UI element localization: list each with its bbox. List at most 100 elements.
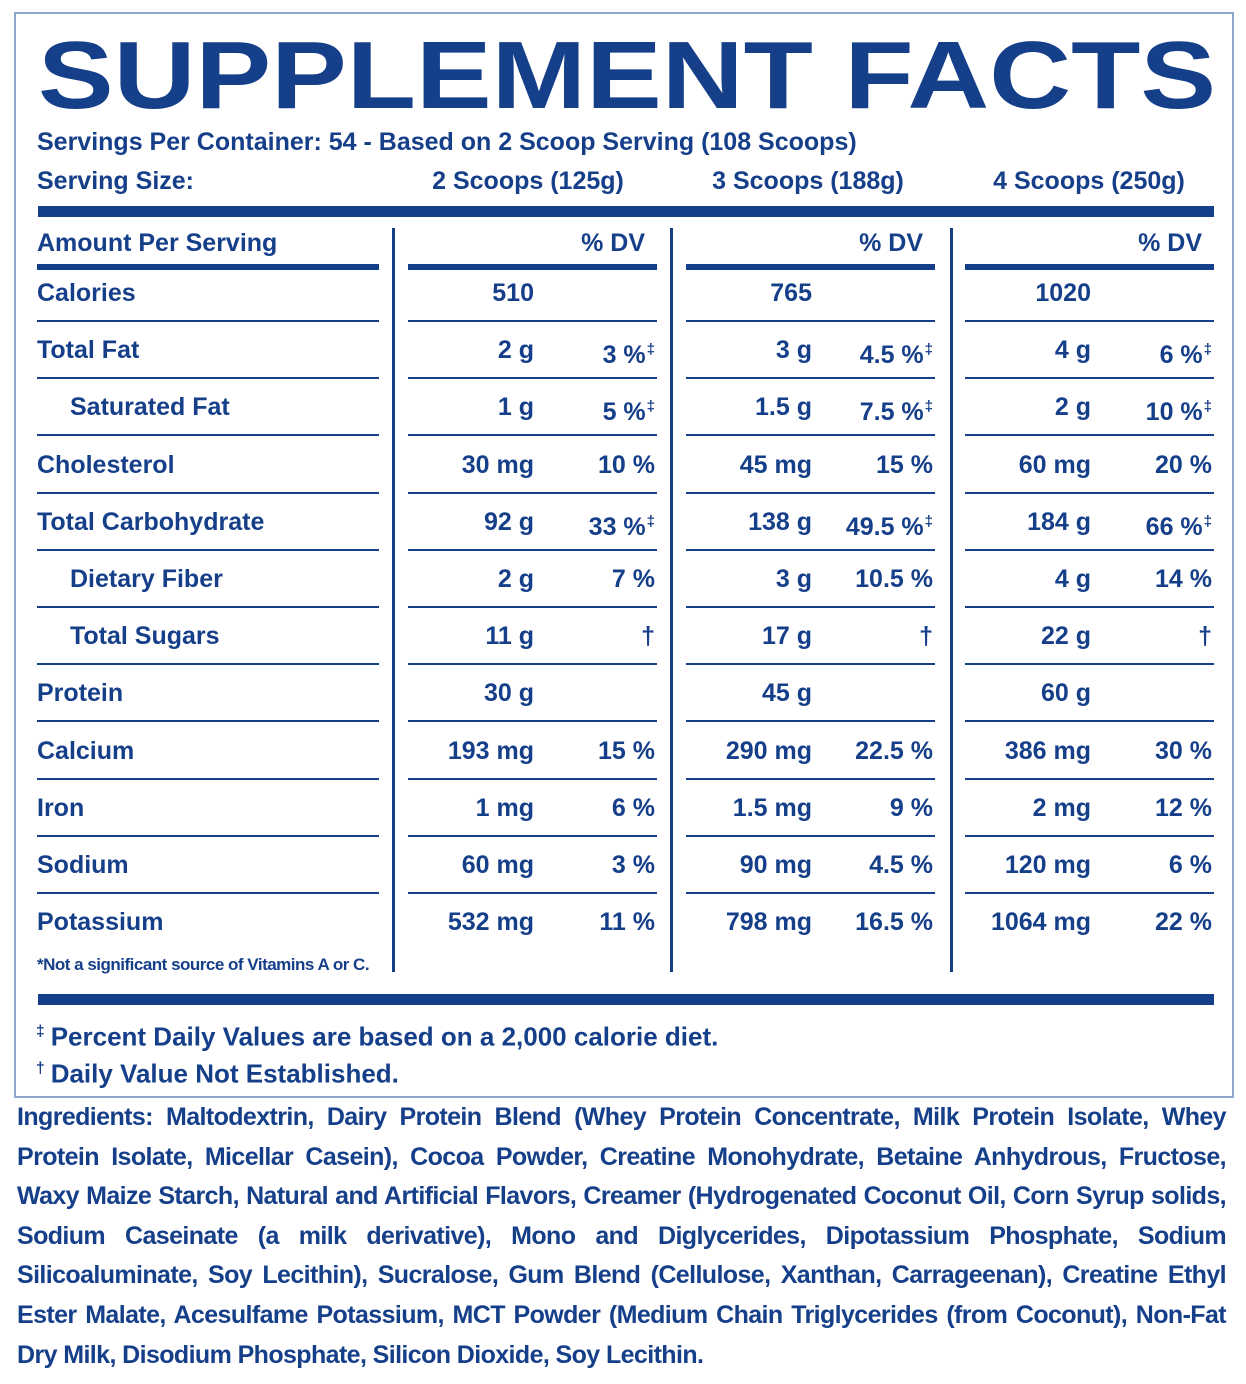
daily-value: 66 %‡ — [1145, 512, 1212, 541]
amount: 60 mg — [461, 851, 534, 879]
nutrient-name: Saturated Fat — [70, 393, 230, 422]
servings-per-container: Servings Per Container: 54 - Based on 2 … — [37, 128, 857, 156]
daily-value: 9 % — [889, 793, 933, 822]
daily-value: † — [919, 622, 933, 651]
daily-value: 16.5 % — [855, 908, 933, 937]
row-rule — [408, 777, 657, 780]
row-rule — [408, 377, 657, 380]
header-rule — [37, 264, 379, 270]
daily-value: † — [1198, 622, 1212, 651]
superscript: ‡ — [1203, 398, 1212, 416]
row-rule — [686, 720, 935, 723]
footnote-symbol: ‡ — [36, 1023, 45, 1040]
daily-value: 3 % — [611, 851, 655, 879]
daily-value: 15 % — [876, 450, 933, 479]
amount: 11 g — [485, 622, 534, 651]
thick-rule — [38, 206, 1214, 217]
daily-value: 10 % — [598, 450, 655, 479]
row-rule — [686, 606, 935, 608]
row-rule — [686, 377, 935, 380]
daily-value: 5 %‡ — [602, 398, 655, 427]
nutrient-name: Dietary Fiber — [70, 565, 223, 593]
footnote-text: Percent Daily Values are based on a 2,00… — [50, 1021, 719, 1052]
thick-rule — [38, 994, 1214, 1005]
amount: 45 g — [761, 679, 812, 708]
ingredients: Ingredients: Maltodextrin, Dairy Protein… — [17, 1098, 1227, 1375]
daily-value: 10.5 % — [855, 565, 933, 593]
row-rule — [965, 377, 1214, 380]
daily-value: 33 %‡ — [588, 512, 655, 541]
serving-size-column: 4 Scoops (250g) — [993, 167, 1185, 195]
daily-value: 22 % — [1155, 908, 1212, 937]
row-rule — [965, 320, 1214, 322]
row-rule — [37, 606, 379, 608]
ingredients-label: Ingredients: — [17, 1103, 153, 1131]
row-rule — [965, 720, 1214, 723]
nutrient-name: Calories — [37, 279, 136, 307]
amount: 2 mg — [1032, 793, 1091, 822]
daily-value: † — [641, 622, 655, 651]
serving-size-column: 2 Scoops (125g) — [432, 167, 624, 195]
amount: 4 g — [1054, 336, 1091, 365]
amount: 4 g — [1054, 565, 1091, 593]
column-divider — [950, 228, 953, 972]
daily-value: 6 %‡ — [1159, 341, 1212, 370]
daily-value: 3 %‡ — [602, 341, 655, 370]
amount: 1.5 mg — [732, 793, 812, 822]
amount: 138 g — [748, 507, 812, 536]
amount: 510 — [492, 279, 534, 307]
amount: 386 mg — [1004, 736, 1091, 765]
superscript: ‡ — [1203, 341, 1212, 359]
daily-value: 7 % — [611, 565, 655, 593]
row-rule — [408, 320, 657, 322]
nutrient-name: Protein — [37, 679, 124, 708]
row-rule — [686, 663, 935, 666]
nutrient-name: Total Sugars — [70, 622, 220, 651]
daily-value: 11 % — [599, 908, 655, 937]
row-rule — [686, 777, 935, 780]
daily-value: 20 % — [1155, 450, 1212, 479]
header-rule — [686, 264, 935, 270]
daily-value: 14 % — [1155, 565, 1212, 593]
daily-value: 4.5 % — [869, 851, 933, 879]
row-rule — [37, 320, 379, 322]
column-divider — [392, 228, 395, 972]
amount: 90 mg — [739, 851, 812, 879]
superscript: ‡ — [1203, 512, 1212, 530]
amount: 1020 — [1035, 279, 1091, 307]
row-rule — [686, 834, 935, 837]
amount: 532 mg — [447, 908, 534, 937]
row-rule — [965, 491, 1214, 494]
row-rule — [965, 548, 1214, 551]
daily-value: 22.5 % — [855, 736, 933, 765]
row-rule — [408, 491, 657, 494]
row-rule — [408, 663, 657, 666]
row-rule — [965, 892, 1214, 894]
nutrient-name: Total Carbohydrate — [37, 507, 265, 536]
title-svg: SUPPLEMENT FACTS — [38, 22, 1216, 129]
footnote-text: Daily Value Not Established. — [50, 1058, 399, 1089]
title: SUPPLEMENT FACTS — [38, 22, 1216, 129]
amount: 2 g — [1054, 393, 1091, 422]
row-rule — [686, 491, 935, 494]
serving-size-label: Serving Size: — [37, 167, 194, 195]
amount: 92 g — [483, 507, 534, 536]
amount: 1 mg — [475, 793, 534, 822]
row-rule — [965, 434, 1214, 437]
footnote: ‡ Percent Daily Values are based on a 2,0… — [35, 1015, 719, 1052]
row-rule — [37, 777, 379, 780]
amount: 1064 mg — [990, 908, 1091, 937]
amount: 2 g — [497, 565, 534, 593]
dv-header: % DV — [581, 229, 645, 257]
amount: 1.5 g — [755, 393, 812, 422]
amount: 22 g — [1040, 622, 1091, 651]
row-rule — [37, 434, 379, 437]
nutrient-name: Total Fat — [37, 336, 140, 365]
amount: 30 g — [483, 679, 534, 708]
amount: 798 mg — [725, 908, 812, 937]
row-rule — [686, 434, 935, 437]
nutrient-name: Iron — [37, 793, 85, 822]
row-rule — [686, 320, 935, 322]
superscript: ‡ — [646, 512, 655, 530]
